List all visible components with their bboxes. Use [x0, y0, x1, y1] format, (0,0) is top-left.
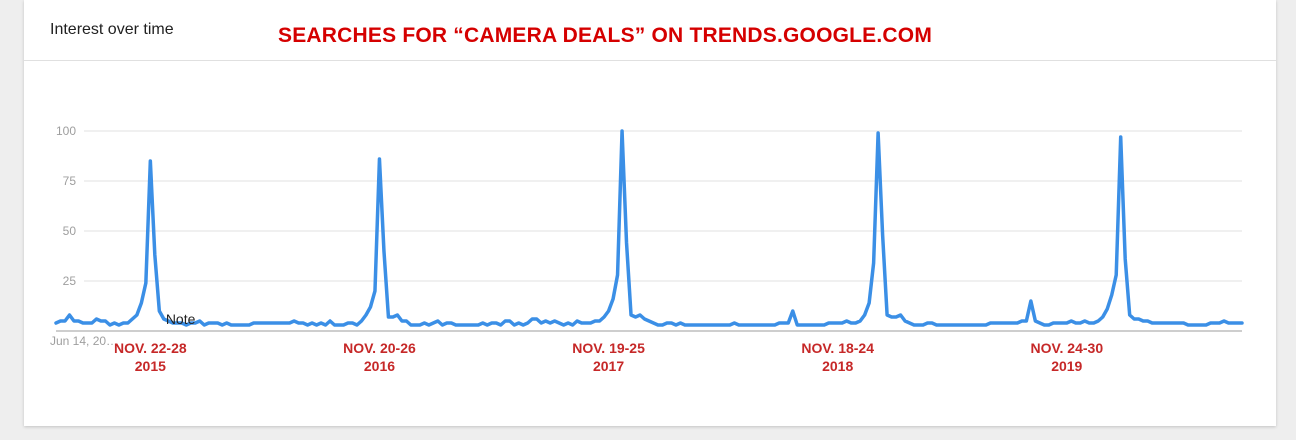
peak-annotation-date-4: NOV. 18-24: [801, 340, 874, 356]
peak-annotation-date-3: NOV. 19-25: [572, 340, 645, 356]
peak-annotation-year-4: 2018: [822, 358, 853, 374]
peak-annotation-date-1: NOV. 22-28: [114, 340, 187, 356]
peak-annotation-date-2: NOV. 20-26: [343, 340, 416, 356]
y-tick-label-75: 75: [63, 174, 77, 188]
y-tick-label-25: 25: [63, 274, 77, 288]
chart-headline: SEARCHES FOR “CAMERA DEALS” ON TRENDS.GO…: [278, 24, 933, 47]
y-tick-label-50: 50: [63, 224, 77, 238]
chart-card: Interest over time SEARCHES FOR “CAMERA …: [24, 0, 1276, 426]
interest-line-chart: 25 50 75 100 Jun 14, 20… Note NOV. 22-28 2015 NO…: [50, 124, 1244, 374]
series-line: [54, 129, 1244, 327]
card-header: Interest over time SEARCHES FOR “CAMERA …: [24, 0, 1276, 61]
peak-annotation-year-5: 2019: [1051, 358, 1082, 374]
y-tick-label-100: 100: [56, 124, 76, 138]
card-title: Interest over time: [50, 21, 174, 38]
peak-annotation-date-5: NOV. 24-30: [1030, 340, 1103, 356]
peak-annotation-year-2: 2016: [364, 358, 395, 374]
x-tick-label-first: Jun 14, 20…: [50, 334, 118, 348]
peak-annotation-year-3: 2017: [593, 358, 624, 374]
peak-annotation-year-1: 2015: [135, 358, 166, 374]
note-label: Note: [166, 311, 196, 327]
